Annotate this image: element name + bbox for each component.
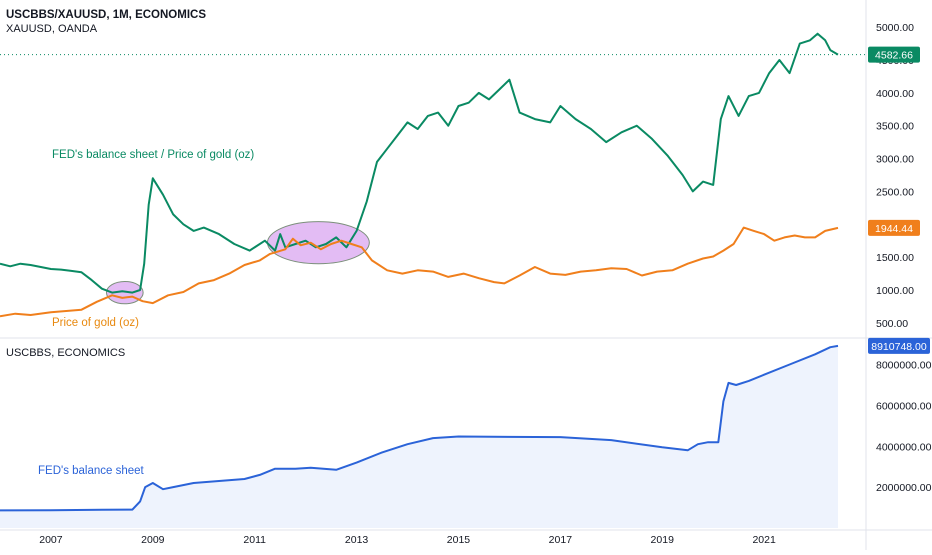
x-tick-label: 2019 [651, 534, 675, 546]
upper-y-tick-label: 2500.00 [876, 186, 914, 198]
chart-title: USCBBS/XAUUSD, 1M, ECONOMICS [6, 9, 206, 21]
fed-series-area [0, 345, 838, 528]
upper-y-tick-label: 3500.00 [876, 121, 914, 133]
lower-y-tick-label: 8000000.00 [876, 360, 932, 372]
lower-pane-title: USCBBS, ECONOMICS [6, 347, 126, 359]
upper-y-tick-label: 3000.00 [876, 154, 914, 166]
lower-y-tick-label: 2000000.00 [876, 482, 932, 494]
lower-y-tick-label: 4000000.00 [876, 441, 932, 453]
x-tick-label: 2007 [39, 534, 63, 546]
x-tick-label: 2017 [549, 534, 573, 546]
upper-y-tick-label: 1500.00 [876, 252, 914, 264]
fed-last-value-badge: 8910748.00 [871, 341, 927, 353]
fed-last-value-badge-bg [868, 337, 930, 354]
ratio-last-value-badge: 4582.66 [875, 50, 913, 62]
x-tick-label: 2011 [243, 534, 266, 546]
overlay-symbol-legend: XAUUSD, OANDA [6, 23, 98, 35]
upper-y-tick-label: 5000.00 [876, 22, 914, 34]
fed-series-annotation: FED's balance sheet [38, 465, 144, 477]
gold-last-value-badge-bg [868, 219, 920, 236]
x-tick-label: 2009 [141, 534, 165, 546]
upper-y-tick-label: 4000.00 [876, 88, 914, 100]
ratio-last-value-badge-bg [868, 46, 920, 63]
upper-y-tick-label: 500.00 [876, 318, 908, 330]
upper-y-tick-label: 1000.00 [876, 285, 914, 297]
ratio-series-annotation: FED's balance sheet / Price of gold (oz) [52, 149, 255, 161]
x-tick-label: 2015 [447, 534, 471, 546]
x-tick-label: 2021 [752, 534, 776, 546]
x-tick-label: 2013 [345, 534, 369, 546]
fed-series-line [0, 344, 839, 512]
lower-y-tick-label: 6000000.00 [876, 400, 932, 412]
gold-last-value-badge: 1944.44 [875, 223, 913, 235]
ratio-series-line [0, 32, 839, 294]
gold-series-annotation: Price of gold (oz) [52, 317, 139, 329]
gold-series-line [0, 226, 839, 318]
